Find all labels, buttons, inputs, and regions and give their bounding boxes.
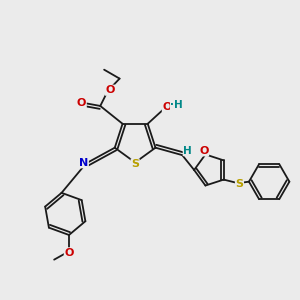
Text: ·H: ·H: [170, 100, 183, 110]
Text: N: N: [79, 158, 88, 168]
Text: O: O: [105, 85, 115, 95]
Text: O: O: [162, 102, 172, 112]
Text: O: O: [199, 146, 208, 156]
Text: O: O: [77, 98, 86, 108]
Text: S: S: [131, 159, 139, 169]
Text: H: H: [183, 146, 192, 156]
Text: S: S: [236, 179, 244, 189]
Text: O: O: [64, 248, 74, 258]
